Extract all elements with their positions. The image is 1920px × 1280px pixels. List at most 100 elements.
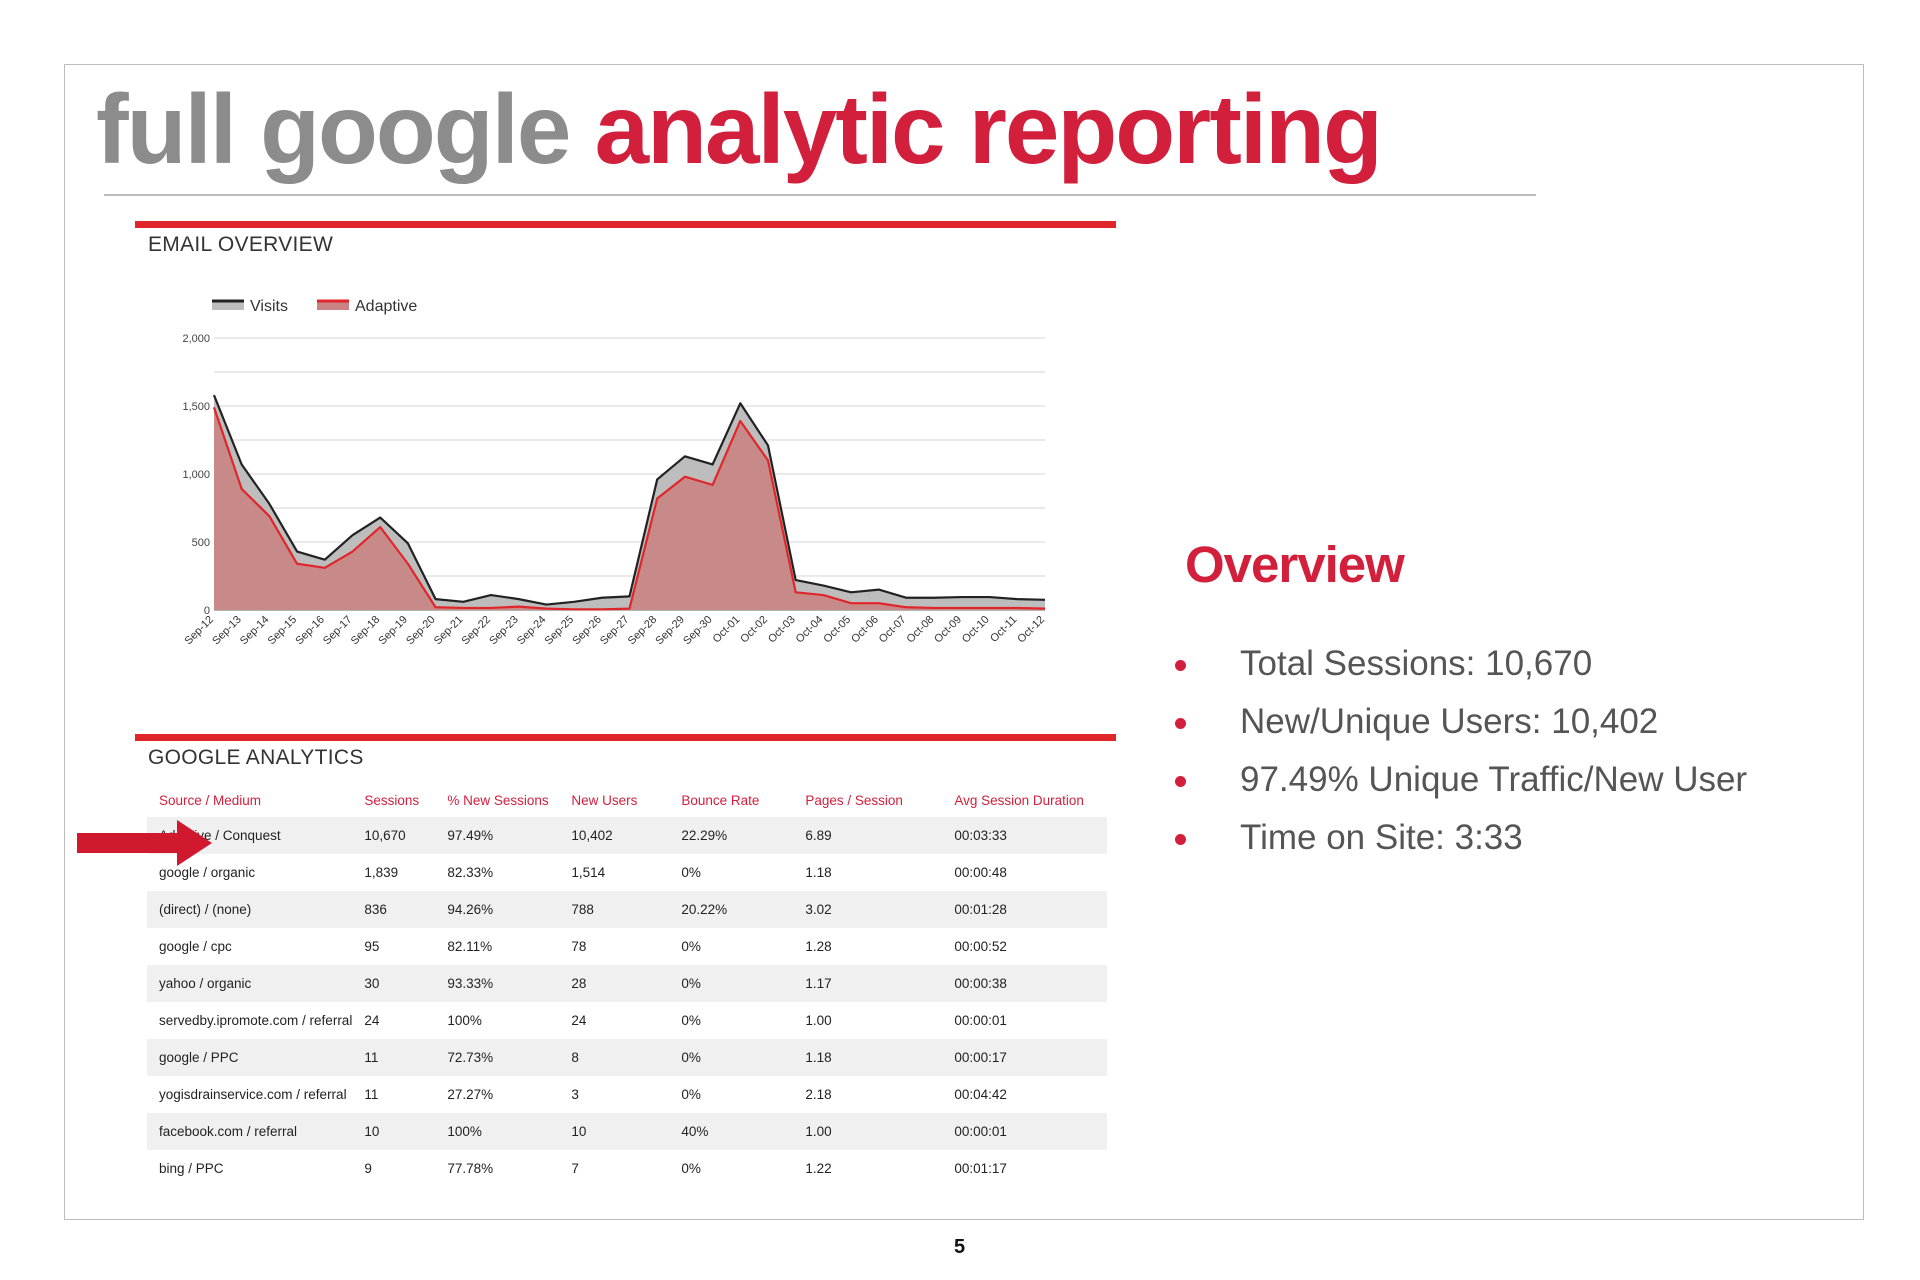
list-item: New/Unique Users: 10,402: [1175, 698, 1747, 756]
table-cell: 0%: [681, 1087, 701, 1102]
x-tick-label: Oct-10: [960, 614, 992, 646]
table-cell: 10,670: [352, 817, 436, 854]
legend-label: Adaptive: [355, 298, 417, 315]
table-cell: 1.17: [793, 965, 943, 1002]
table-cell: 1.22: [805, 1161, 832, 1176]
x-tick-label: Oct-06: [849, 614, 881, 646]
table-cell: 00:03:33: [942, 817, 1107, 854]
slide-title: full google analytic reporting: [96, 80, 1383, 178]
table-cell: 10: [559, 1113, 670, 1150]
slide-frame: [64, 64, 1864, 1220]
overview-stat: Time on Site: 3:33: [1240, 818, 1523, 857]
overview-heading: Overview: [1185, 536, 1405, 593]
column-header: Sessions: [364, 792, 420, 808]
x-tick-label: Oct-09: [932, 614, 964, 646]
table-cell: servedby.ipromote.com / referral: [159, 1013, 353, 1028]
x-tick-label: Sep-26: [570, 614, 604, 648]
legend-swatch-visits: [212, 301, 244, 310]
bullet-icon: [1175, 718, 1186, 729]
y-tick-label: 500: [192, 537, 210, 549]
table-cell: 1.18: [793, 1039, 943, 1076]
y-tick-label: 2,000: [182, 333, 210, 345]
table-cell: 93.33%: [435, 965, 560, 1002]
x-tick-label: Sep-25: [543, 614, 577, 648]
table-cell: 77.78%: [447, 1161, 494, 1176]
table-cell: 8: [559, 1039, 670, 1076]
x-tick-label: Sep-20: [404, 614, 438, 648]
table-cell: 1,514: [571, 865, 606, 880]
table-cell: yahoo / organic: [147, 965, 353, 1002]
x-tick-label: Sep-12: [183, 614, 217, 648]
table-row: google / organic 1,839 82.33% 1,514 0% 1.18 00…: [147, 854, 1107, 891]
table-row: servedby.ipromote.com / referral 24 100% 24…: [147, 1002, 1107, 1039]
x-tick-label: Sep-22: [460, 614, 494, 648]
x-tick-label: Sep-19: [376, 614, 410, 648]
ga-section-bar: [135, 734, 1116, 741]
table-cell: 10,402: [559, 817, 670, 854]
table-cell: 0%: [669, 965, 794, 1002]
table-row: google / cpc 95 82.11% 78 0% 1.28 00:00:52: [147, 928, 1107, 965]
table-cell: 94.26%: [435, 891, 560, 928]
list-item: Time on Site: 3:33: [1175, 814, 1747, 872]
overview-stat: New/Unique Users: 10,402: [1240, 702, 1659, 741]
list-item: 97.49% Unique Traffic/New User: [1175, 756, 1747, 814]
x-tick-label: Sep-28: [626, 614, 660, 648]
table-cell: 00:04:42: [954, 1087, 1007, 1102]
title-part-grey: full google: [96, 74, 571, 184]
pointer-arrow-icon: [77, 820, 212, 866]
table-cell: 00:00:52: [954, 939, 1007, 954]
title-part-red: analytic reporting: [594, 74, 1383, 184]
legend-label: Visits: [250, 298, 288, 315]
x-tick-label: Oct-01: [711, 614, 743, 646]
table-cell: 72.73%: [435, 1039, 560, 1076]
table-cell: google / organic: [159, 865, 256, 880]
table-cell: google / cpc: [159, 939, 232, 954]
x-tick-label: Oct-04: [794, 614, 826, 646]
y-tick-label: 0: [204, 605, 210, 617]
table-cell: 1.00: [793, 1113, 943, 1150]
table-row: yogisdrainservice.com / referral 11 27.27%…: [147, 1076, 1107, 1113]
table-row: google / PPC 11 72.73% 8 0% 1.18 00:00:17: [147, 1039, 1107, 1076]
table-cell: 10: [352, 1113, 436, 1150]
x-tick-label: Sep-21: [432, 614, 466, 648]
table-row: (direct) / (none) 836 94.26% 788 20.22% 3.02 0…: [147, 891, 1107, 928]
x-tick-label: Oct-08: [904, 614, 936, 646]
table-cell: 40%: [669, 1113, 794, 1150]
column-header: % New Sessions: [447, 792, 549, 808]
series-line-visits: [212, 394, 1046, 606]
table-cell: 3.02: [793, 891, 943, 928]
overview-stat: 97.49% Unique Traffic/New User: [1240, 760, 1748, 799]
y-tick-label: 1,500: [182, 401, 210, 413]
table-cell: 9: [364, 1161, 372, 1176]
table-cell: 00:00:01: [942, 1113, 1107, 1150]
table-cell: 20.22%: [669, 891, 794, 928]
table-cell: 11: [364, 1087, 379, 1102]
table-cell: 00:01:17: [954, 1161, 1007, 1176]
table-cell: 0%: [681, 1161, 701, 1176]
table-cell: yogisdrainservice.com / referral: [159, 1087, 347, 1102]
table-cell: 0%: [681, 1013, 701, 1028]
title-underline: [104, 194, 1536, 196]
x-tick-label: Sep-17: [321, 614, 355, 648]
table-cell: 28: [559, 965, 670, 1002]
table-cell: 3: [571, 1087, 579, 1102]
table-cell: 100%: [435, 1113, 560, 1150]
table-cell: 00:00:17: [942, 1039, 1107, 1076]
table-cell: 2.18: [805, 1087, 832, 1102]
bullet-icon: [1175, 776, 1186, 787]
column-header: Bounce Rate: [681, 792, 760, 808]
table-row: bing / PPC 9 77.78% 7 0% 1.22 00:01:17: [147, 1150, 1107, 1187]
table-cell: 836: [352, 891, 436, 928]
table-cell: 30: [352, 965, 436, 1002]
x-tick-label: Oct-05: [821, 614, 853, 646]
x-tick-label: Sep-27: [598, 614, 632, 648]
overview-list: Total Sessions: 10,670 New/Unique Users:…: [1175, 640, 1747, 872]
x-tick-label: Sep-15: [266, 614, 300, 648]
table-cell: google / PPC: [147, 1039, 353, 1076]
table-cell: 6.89: [793, 817, 943, 854]
table-cell: 24: [571, 1013, 587, 1028]
x-tick-label: Sep-29: [653, 614, 687, 648]
x-tick-label: Oct-02: [738, 614, 770, 646]
bullet-icon: [1175, 660, 1186, 671]
google-analytics-table: Source / Medium Sessions % New Sessions …: [147, 783, 1107, 1187]
